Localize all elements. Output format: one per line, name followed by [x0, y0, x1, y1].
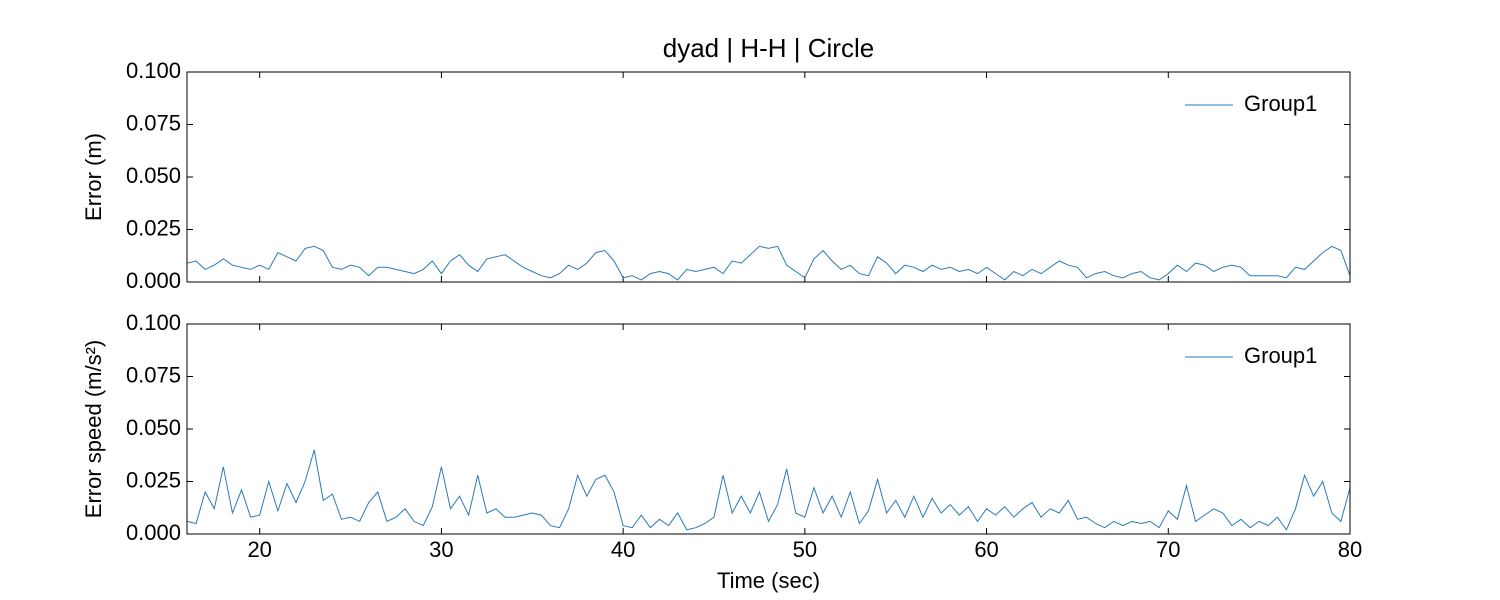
x-tick-label: 60: [974, 537, 998, 562]
legend-label: Group1: [1244, 91, 1317, 116]
x-tick-label: 50: [793, 537, 817, 562]
x-axis-label: Time (sec): [717, 568, 820, 593]
x-tick-label: 80: [1338, 537, 1362, 562]
y-axis-label: Error speed (m/s²): [81, 340, 106, 518]
y-tick-label: 0.075: [126, 362, 181, 387]
plot-frame: [186, 323, 1351, 535]
x-tick-label: 70: [1156, 537, 1180, 562]
legend-label: Group1: [1244, 343, 1317, 368]
y-tick-label: 0.050: [126, 415, 181, 440]
y-tick-label: 0.100: [126, 310, 181, 335]
series-line: [186, 245, 1351, 281]
plot-frame: [186, 71, 1351, 283]
y-tick-label: 0.075: [126, 110, 181, 135]
x-tick-label: 30: [429, 537, 453, 562]
x-tick-label: 40: [611, 537, 635, 562]
y-tick-label: 0.100: [126, 58, 181, 83]
x-tick-label: 20: [247, 537, 271, 562]
y-tick-label: 0.025: [126, 215, 181, 240]
y-tick-label: 0.000: [126, 268, 181, 293]
y-axis-label: Error (m): [81, 133, 106, 221]
y-tick-label: 0.000: [126, 520, 181, 545]
y-tick-label: 0.050: [126, 163, 181, 188]
chart-title: dyad | H-H | Circle: [663, 33, 874, 63]
y-tick-label: 0.025: [126, 467, 181, 492]
series-line: [186, 449, 1351, 531]
